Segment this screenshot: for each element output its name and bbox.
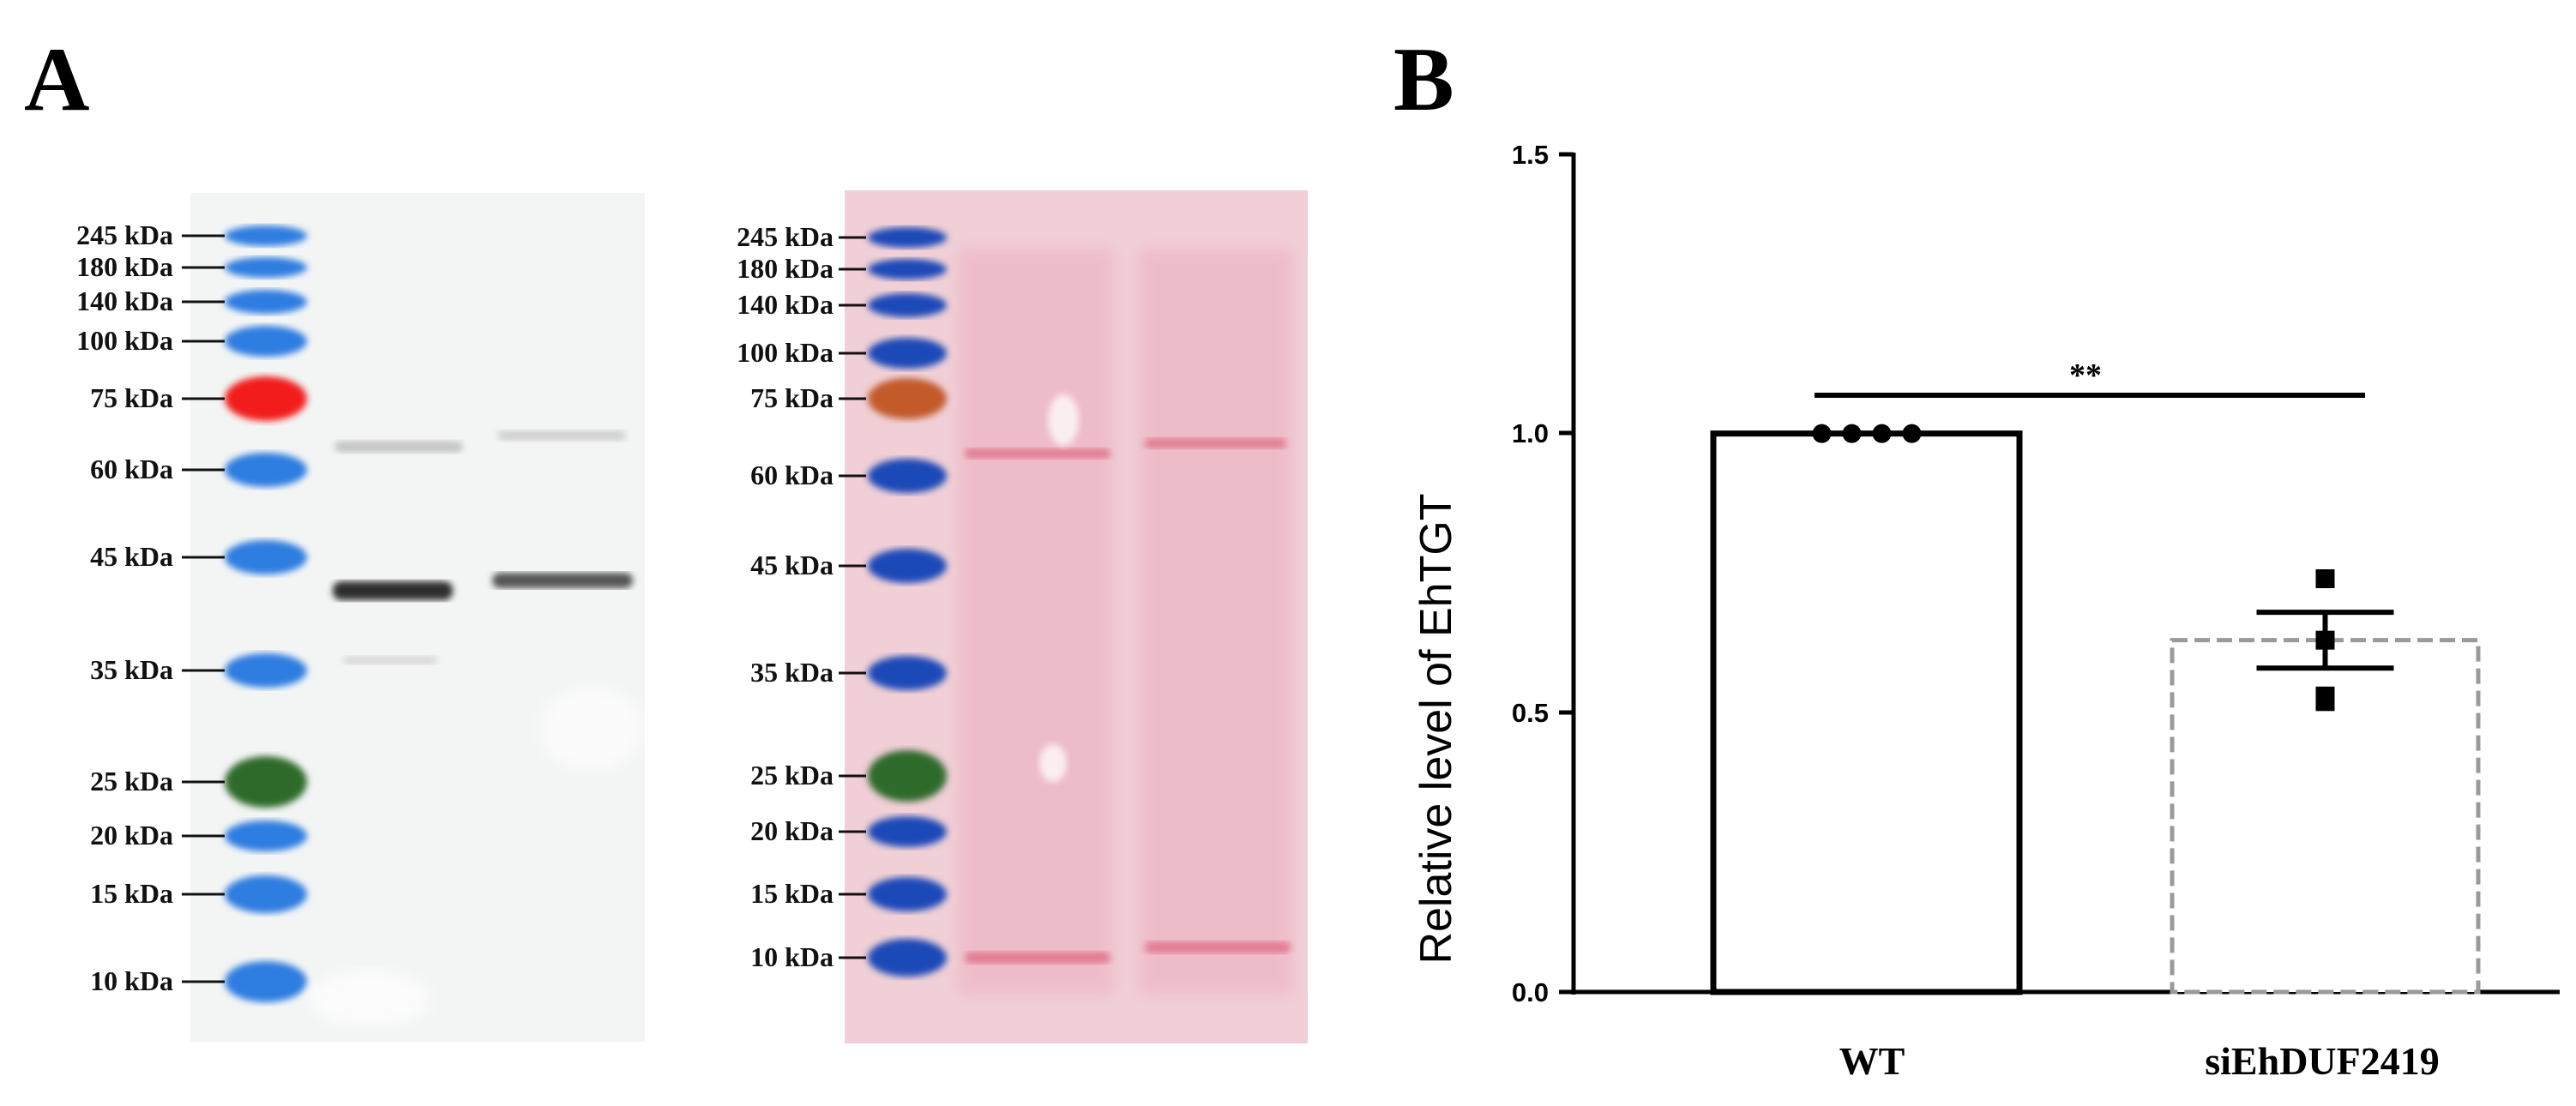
- blot-left-band-45kda-lane2: [492, 573, 633, 588]
- marker-label: 20 kDa: [750, 815, 834, 846]
- ladder-band: [868, 293, 947, 317]
- marker-label: 100 kDa: [737, 337, 834, 368]
- ladder-band: [225, 653, 307, 688]
- data-point: [1812, 424, 1832, 443]
- marker-label: 245 kDa: [737, 221, 834, 252]
- blot-right-lane1-smear: [959, 249, 1113, 995]
- x-tick-label-wt: WT: [1839, 1039, 1905, 1083]
- y-tick-label: 0.5: [1512, 698, 1549, 728]
- marker-label: 180 kDa: [737, 253, 834, 284]
- bar-chart: Relative level of EhTGT 0.0 0.5 1.0 1.5 …: [1411, 140, 2560, 1083]
- marker-label: 60 kDa: [750, 460, 834, 490]
- ladder-band: [225, 326, 307, 357]
- ladder-band: [868, 378, 947, 419]
- ladder-band: [225, 961, 307, 1002]
- ladder-band: [225, 453, 307, 487]
- marker-label: 35 kDa: [90, 654, 173, 685]
- blot-left-band-65kda-lane2: [497, 430, 626, 441]
- marker-label: 10 kDa: [750, 941, 834, 972]
- y-axis-ticks: 0.0 0.5 1.0 1.5: [1512, 140, 1574, 1007]
- blot-left-band-45kda-lane1: [333, 581, 453, 600]
- bar-wt: [1710, 430, 2023, 995]
- marker-label: 45 kDa: [750, 550, 834, 580]
- marker-label: 75 kDa: [90, 382, 173, 413]
- ladder-band: [225, 257, 307, 278]
- ladder-band: [868, 816, 947, 847]
- blot-left-band-35kda-lane1: [343, 656, 437, 664]
- ladder-band: [868, 459, 947, 493]
- ladder-band: [868, 750, 947, 802]
- blot-right-band-10kda-lane2: [1145, 941, 1291, 953]
- data-point: [1872, 424, 1892, 443]
- blot-right-bubble-1: [1048, 394, 1079, 446]
- ladder-band: [868, 549, 947, 583]
- x-tick-label-siehduf2419: siEhDUF2419: [2205, 1039, 2439, 1083]
- ladder-band: [225, 540, 307, 574]
- data-point: [2315, 569, 2335, 589]
- data-point: [2315, 692, 2335, 712]
- ladder-band: [225, 875, 307, 913]
- y-axis-title: Relative level of EhTGT: [1411, 493, 1461, 964]
- blot-right-ladder: [868, 227, 947, 977]
- marker-label: 100 kDa: [76, 325, 173, 356]
- blot-left-membrane: [190, 193, 645, 1042]
- marker-label: 25 kDa: [750, 760, 834, 790]
- bars: [1710, 430, 2481, 995]
- data-point: [1902, 424, 1922, 443]
- marker-label: 60 kDa: [90, 454, 173, 484]
- marker-label: 15 kDa: [750, 878, 834, 909]
- y-tick-label: 1.5: [1512, 140, 1549, 170]
- blot-right-band-65kda-lane1: [965, 448, 1110, 459]
- blot-right-band-10kda-lane1: [965, 952, 1110, 964]
- ladder-band: [868, 656, 947, 690]
- ladder-band: [868, 227, 947, 248]
- marker-label: 75 kDa: [750, 382, 834, 413]
- ladder-band: [868, 259, 947, 280]
- ladder-band: [225, 820, 307, 851]
- y-tick-label: 1.0: [1512, 418, 1549, 448]
- blot-right-bands: [965, 394, 1291, 964]
- marker-label: 20 kDa: [90, 820, 173, 851]
- marker-label: 35 kDa: [750, 657, 834, 688]
- blot-right-lane-smears: [959, 249, 1293, 995]
- blot-left-ladder: [225, 225, 307, 1002]
- marker-label: 25 kDa: [90, 766, 173, 796]
- marker-label: 140 kDa: [76, 286, 173, 316]
- ladder-band: [868, 877, 947, 911]
- marker-label: 15 kDa: [90, 878, 173, 909]
- blot-right-lane2-smear: [1139, 249, 1293, 995]
- panel-label-a: A: [24, 29, 90, 129]
- blot-right-bubble-2: [1039, 744, 1067, 782]
- ladder-band: [868, 338, 947, 369]
- blot-right-band-65kda-lane2: [1145, 438, 1286, 448]
- data-point: [2315, 630, 2335, 650]
- marker-label: 180 kDa: [76, 251, 173, 282]
- ladder-band: [868, 939, 947, 977]
- ladder-band: [225, 376, 307, 421]
- y-tick-label: 0.0: [1512, 977, 1549, 1007]
- ladder-band: [225, 225, 307, 246]
- marker-label: 140 kDa: [737, 289, 834, 320]
- blot-left-smudge: [540, 688, 643, 770]
- panel-label-b: B: [1393, 29, 1454, 129]
- blot-left-smudge-bottom: [309, 971, 429, 1026]
- marker-label: 10 kDa: [90, 965, 173, 996]
- data-point: [1842, 424, 1862, 443]
- significance-bracket: **: [1815, 358, 2365, 398]
- ladder-band: [225, 290, 307, 314]
- blot-left-band-65kda-lane1: [334, 441, 463, 453]
- marker-label: 45 kDa: [90, 541, 173, 572]
- ladder-band: [225, 756, 307, 808]
- data-points: [1812, 424, 2335, 712]
- significance-label: **: [2069, 358, 2102, 394]
- marker-label: 245 kDa: [76, 219, 173, 250]
- blot-left-bands: [309, 430, 643, 1026]
